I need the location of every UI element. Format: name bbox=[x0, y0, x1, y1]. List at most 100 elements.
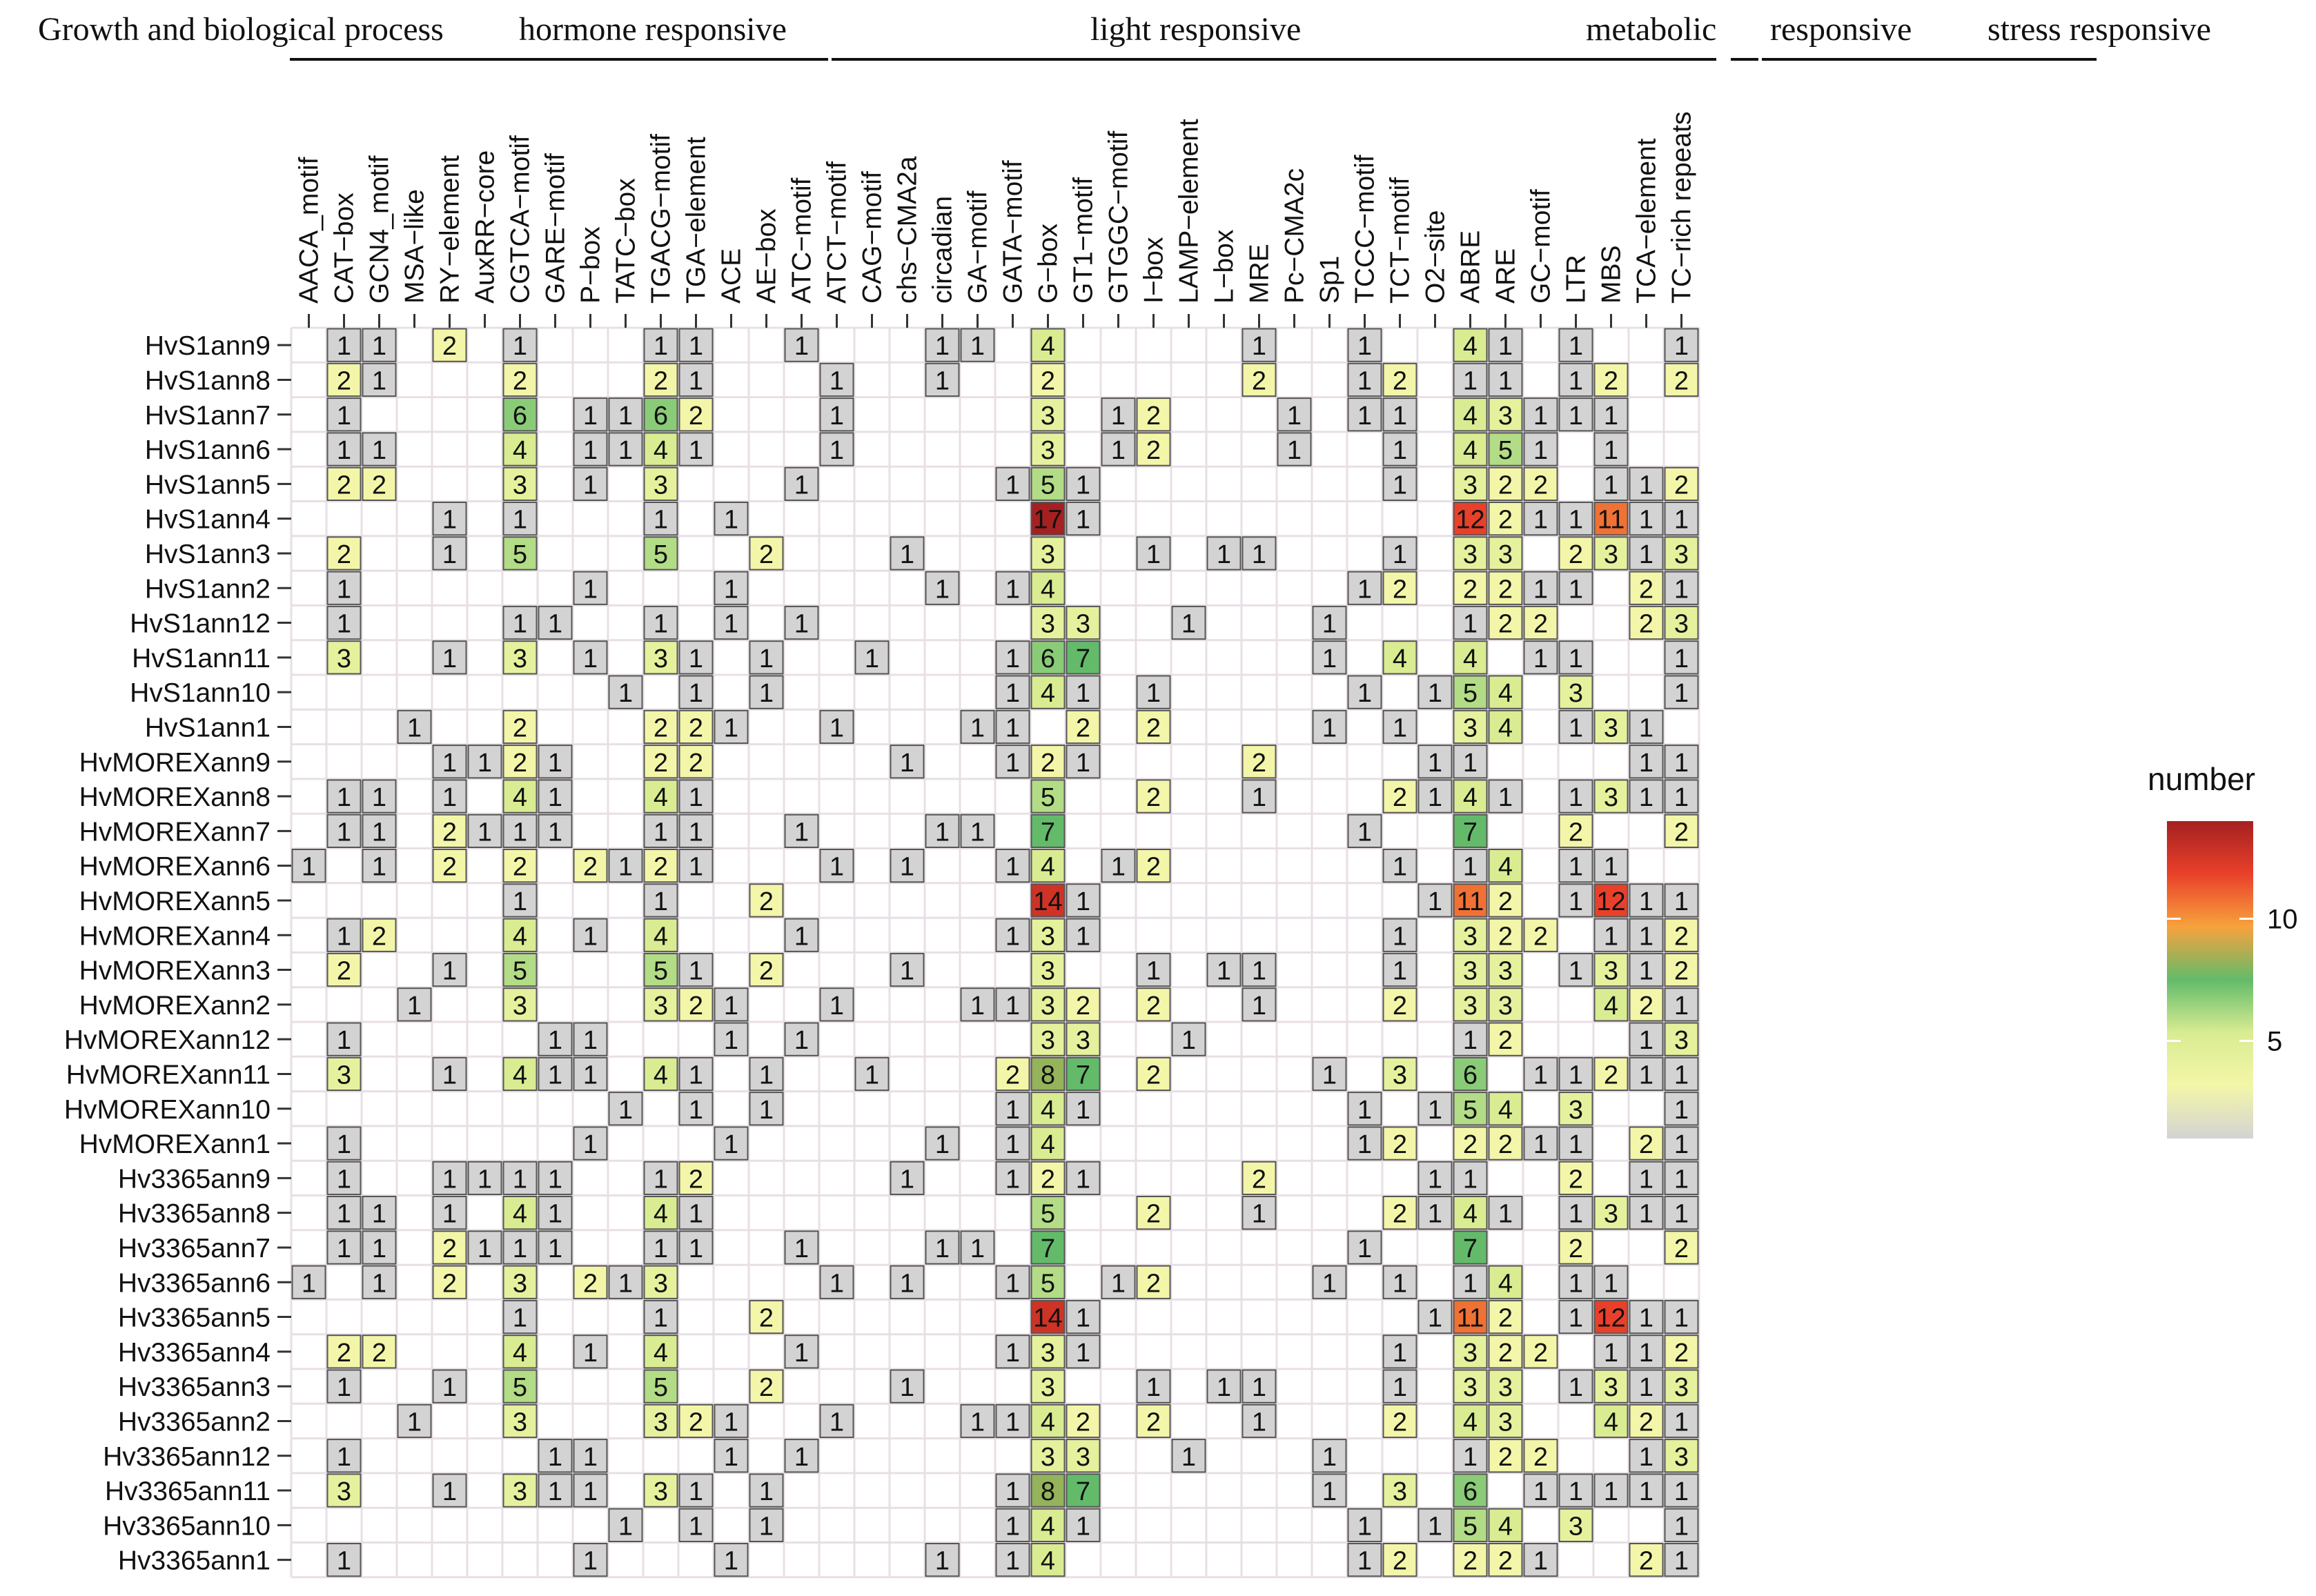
cell-value-label: 6 bbox=[1463, 1061, 1478, 1090]
heatmap-cell bbox=[432, 1230, 467, 1265]
heatmap-cell bbox=[1488, 328, 1523, 362]
cell-value-label: 1 bbox=[1639, 1304, 1653, 1333]
heatmap-cell bbox=[1558, 1196, 1593, 1230]
cell-value-label: 2 bbox=[689, 1408, 703, 1437]
cell-value-label: 1 bbox=[1674, 1304, 1689, 1333]
cell-value-label: 1 bbox=[689, 853, 703, 882]
cell-value-label: 1 bbox=[1217, 540, 1231, 569]
category-label: stress responsive bbox=[1988, 11, 2211, 48]
heatmap-cell bbox=[326, 328, 362, 362]
cell-value-label: 1 bbox=[794, 1339, 809, 1368]
cell-value-label: 1 bbox=[935, 332, 950, 361]
heatmap-cell bbox=[678, 987, 714, 1022]
cell-value-label: 1 bbox=[1005, 713, 1020, 742]
row-label: Hv3365ann10 bbox=[103, 1511, 271, 1541]
cell-value-label: 2 bbox=[1146, 713, 1161, 742]
heatmap-cell bbox=[643, 779, 678, 814]
cell-value-label: 1 bbox=[759, 679, 774, 708]
cell-value-label: 2 bbox=[689, 749, 703, 778]
cell-value-label: 1 bbox=[1498, 332, 1513, 361]
heatmap-cell bbox=[960, 1230, 995, 1265]
cell-value-label: 1 bbox=[513, 818, 527, 847]
cell-value-label: 1 bbox=[337, 575, 351, 604]
cell-value-label: 1 bbox=[337, 818, 351, 847]
cell-value-label: 1 bbox=[1639, 471, 1653, 500]
cell-value-label: 2 bbox=[1393, 992, 1407, 1021]
cell-value-label: 1 bbox=[830, 1408, 844, 1437]
heatmap-cell bbox=[432, 1056, 467, 1092]
heatmap-cell bbox=[608, 432, 643, 466]
cell-value-label: 1 bbox=[1322, 1061, 1337, 1090]
cell-value-label: 3 bbox=[1041, 1026, 1055, 1055]
heatmap-cell bbox=[502, 918, 538, 952]
heatmap-cell bbox=[1453, 536, 1488, 571]
cell-value-label: 1 bbox=[759, 1061, 774, 1090]
heatmap-cell bbox=[1347, 675, 1382, 709]
heatmap-cell bbox=[890, 745, 925, 779]
cell-value-label: 4 bbox=[1041, 1408, 1055, 1437]
heatmap-cell bbox=[1382, 1369, 1417, 1403]
row-label: HvMOREXann8 bbox=[79, 782, 271, 812]
heatmap-cell bbox=[573, 1473, 608, 1508]
heatmap-cell bbox=[1453, 1196, 1488, 1230]
column-label: GTGGC−motif bbox=[1104, 131, 1134, 304]
cell-value-label: 1 bbox=[1005, 1130, 1020, 1159]
cell-value-label: 1 bbox=[1252, 957, 1266, 986]
cell-value-label: 8 bbox=[1041, 1061, 1055, 1090]
cell-value-label: 2 bbox=[759, 887, 774, 916]
heatmap-cell bbox=[1453, 1403, 1488, 1439]
cell-value-label: 4 bbox=[1463, 1200, 1478, 1229]
heatmap-cell bbox=[1030, 1056, 1066, 1092]
cell-value-label: 1 bbox=[1393, 713, 1407, 742]
cell-value-label: 1 bbox=[724, 1026, 738, 1055]
cell-value-label: 1 bbox=[1111, 436, 1126, 465]
heatmap-cell bbox=[362, 918, 397, 952]
heatmap-cell bbox=[643, 432, 678, 466]
cell-value-label: 1 bbox=[583, 1477, 598, 1506]
heatmap-cell bbox=[643, 536, 678, 571]
cell-value-label: 3 bbox=[1604, 540, 1618, 569]
heatmap-cell bbox=[960, 987, 995, 1022]
heatmap-cell bbox=[1382, 1543, 1417, 1577]
heatmap-cell bbox=[1453, 605, 1488, 640]
cell-value-label: 1 bbox=[689, 1234, 703, 1263]
heatmap-cell bbox=[819, 987, 854, 1022]
cell-value-label: 4 bbox=[1604, 992, 1618, 1021]
heatmap-cell bbox=[1629, 536, 1664, 571]
heatmap-cell bbox=[784, 1334, 819, 1369]
cell-value-label: 3 bbox=[1041, 922, 1055, 951]
row-label: HvS1ann3 bbox=[145, 540, 271, 569]
column-label: AE−box bbox=[752, 208, 782, 304]
cell-value-label: 2 bbox=[759, 540, 774, 569]
heatmap-cell bbox=[1136, 1056, 1171, 1092]
column-label: MRE bbox=[1245, 244, 1275, 304]
heatmap-cell bbox=[1629, 745, 1664, 779]
cell-value-label: 1 bbox=[689, 679, 703, 708]
heatmap-cell bbox=[1382, 1056, 1417, 1092]
row-label: HvMOREXann6 bbox=[79, 852, 271, 882]
cell-value-label: 3 bbox=[654, 1269, 668, 1298]
cell-value-label: 1 bbox=[1674, 644, 1689, 673]
category-header: Growth and biological process hormone res… bbox=[38, 11, 2211, 61]
heatmap-cell bbox=[432, 328, 467, 362]
cell-value-label: 2 bbox=[1146, 853, 1161, 882]
heatmap-cell bbox=[643, 1265, 678, 1299]
heatmap-cell bbox=[1664, 987, 1699, 1022]
cell-value-label: 4 bbox=[1041, 1096, 1055, 1125]
column-label: TGACG−motif bbox=[647, 134, 676, 304]
heatmap-cell bbox=[714, 605, 749, 640]
heatmap-cell bbox=[995, 987, 1030, 1022]
heatmap-cell bbox=[1453, 1369, 1488, 1403]
cell-value-label: 1 bbox=[548, 783, 562, 812]
cell-value-label: 4 bbox=[1041, 332, 1055, 361]
cell-value-label: 2 bbox=[1498, 1443, 1513, 1472]
cell-value-label: 1 bbox=[1533, 1547, 1548, 1576]
cell-value-label: 1 bbox=[1428, 1165, 1442, 1194]
heatmap-cell bbox=[1382, 779, 1417, 814]
heatmap-cell bbox=[1558, 952, 1593, 987]
cell-value-label: 2 bbox=[1674, 1234, 1689, 1263]
heatmap-cell bbox=[1347, 1092, 1382, 1126]
cell-value-label: 3 bbox=[1463, 922, 1478, 951]
heatmap-cell bbox=[1030, 779, 1066, 814]
heatmap-cell bbox=[714, 571, 749, 605]
